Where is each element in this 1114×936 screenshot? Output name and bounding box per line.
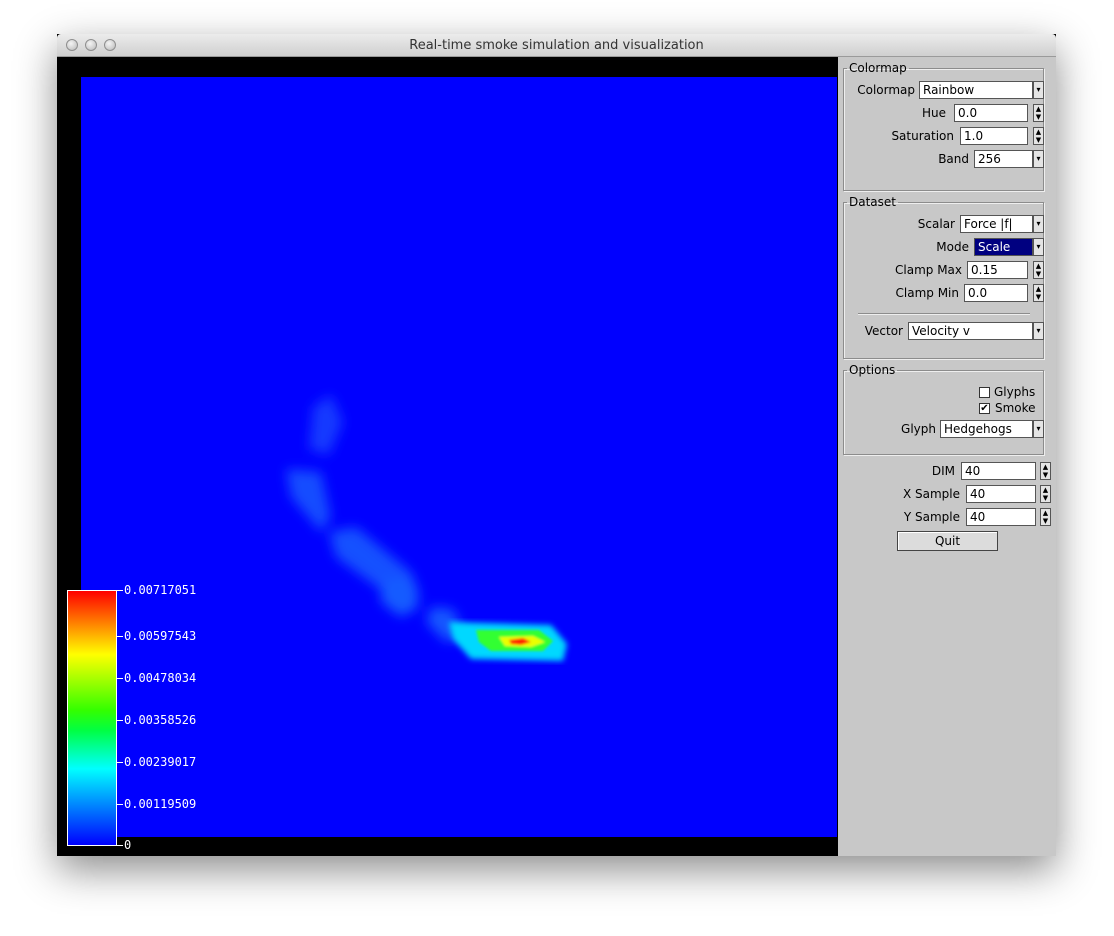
legend-label-max: 0.00717051 [124, 583, 197, 597]
legend-label: 0.00239017 [124, 755, 197, 769]
title-bar: Real-time smoke simulation and visualiza… [57, 34, 1056, 57]
band-label: Band [938, 152, 969, 166]
colormap-group-title: Colormap [849, 61, 907, 75]
dim-input[interactable]: 40 [961, 462, 1036, 480]
vector-label: Vector [864, 324, 903, 338]
legend-label: 0.00478034 [124, 671, 197, 685]
glyph-select[interactable]: Hedgehogs [940, 420, 1033, 438]
options-group: Options Glyphs ✔ Smoke Glyph Hedgehogs ▾ [843, 363, 1044, 455]
scalar-dropdown-arrow[interactable]: ▾ [1033, 215, 1044, 233]
y-sample-label: Y Sample [903, 510, 960, 524]
legend-tick [117, 804, 123, 805]
saturation-spinner[interactable]: ▲ ▼ [1033, 127, 1044, 145]
options-group-title: Options [849, 363, 896, 377]
legend-tick [117, 845, 123, 846]
clamp-min-input[interactable]: 0.0 [964, 284, 1028, 302]
clamp-max-input[interactable]: 0.15 [967, 261, 1028, 279]
clamp-max-spinner[interactable]: ▲ ▼ [1033, 261, 1044, 279]
quit-button[interactable]: Quit [897, 531, 998, 551]
hue-label: Hue [921, 106, 946, 120]
legend-tick [117, 762, 123, 763]
close-window-button[interactable] [66, 39, 78, 51]
glyph-label: Glyph [901, 422, 936, 436]
smoke-plume [286, 395, 567, 661]
smoke-trail-faint [309, 395, 343, 455]
x-sample-spinner[interactable]: ▲ ▼ [1040, 485, 1051, 503]
clamp-min-spinner[interactable]: ▲ ▼ [1033, 284, 1044, 302]
smoke-trail-upper [286, 469, 331, 532]
clamp-min-label: Clamp Min [895, 286, 959, 300]
smoke-field[interactable] [81, 77, 837, 837]
legend-label-min: 0 [124, 838, 132, 852]
saturation-input[interactable]: 1.0 [960, 127, 1028, 145]
dim-spinner[interactable]: ▲ ▼ [1040, 462, 1051, 480]
mode-label: Mode [936, 240, 969, 254]
control-panel: Colormap Colormap Rainbow ▾ Hue 0.0 ▲ ▼ S… [838, 57, 1056, 856]
app-window: Real-time smoke simulation and visualiza… [57, 34, 1056, 856]
mode-select[interactable]: Scale [974, 238, 1033, 256]
y-sample-input[interactable]: 40 [966, 508, 1036, 526]
smoke-blob-core [509, 638, 531, 645]
glyphs-checkbox[interactable] [979, 387, 990, 398]
colormap-dropdown-arrow[interactable]: ▾ [1033, 81, 1044, 99]
legend-tick [117, 590, 123, 591]
scalar-label: Scalar [917, 217, 955, 231]
window-title: Real-time smoke simulation and visualiza… [409, 38, 704, 53]
colormap-label: Colormap [857, 83, 915, 97]
zoom-window-button[interactable] [104, 39, 116, 51]
colorbar-legend [67, 590, 117, 846]
legend-tick [117, 678, 123, 679]
clamp-max-label: Clamp Max [895, 263, 962, 277]
legend-label: 0.00119509 [124, 797, 197, 811]
dim-label: DIM [931, 464, 955, 478]
legend-label: 0.00358526 [124, 713, 197, 727]
hue-spinner[interactable]: ▲ ▼ [1033, 104, 1044, 122]
legend-tick [117, 636, 123, 637]
vector-select[interactable]: Velocity v [908, 322, 1033, 340]
minimize-window-button[interactable] [85, 39, 97, 51]
x-sample-label: X Sample [902, 487, 960, 501]
visualization-canvas[interactable]: 0.00717051 0.00597543 0.00478034 0.00358… [57, 57, 837, 856]
smoke-checkbox[interactable]: ✔ [979, 403, 990, 414]
legend-tick [117, 720, 123, 721]
dataset-group: Dataset Scalar Force |f| ▾ Mode Scale ▾ … [843, 195, 1044, 359]
dataset-separator [858, 313, 1030, 315]
legend-label: 0.00597543 [124, 629, 197, 643]
smoke-trail-knot [381, 577, 419, 617]
dataset-group-title: Dataset [849, 195, 896, 209]
mode-dropdown-arrow[interactable]: ▾ [1033, 238, 1044, 256]
colormap-select[interactable]: Rainbow [919, 81, 1033, 99]
glyph-dropdown-arrow[interactable]: ▾ [1033, 420, 1044, 438]
band-dropdown-arrow[interactable]: ▾ [1033, 150, 1044, 168]
saturation-label: Saturation [891, 129, 954, 143]
glyphs-label: Glyphs [994, 385, 1036, 399]
hue-input[interactable]: 0.0 [954, 104, 1028, 122]
colormap-group: Colormap Colormap Rainbow ▾ Hue 0.0 ▲ ▼ S… [843, 61, 1044, 191]
y-sample-spinner[interactable]: ▲ ▼ [1040, 508, 1051, 526]
scalar-select[interactable]: Force |f| [960, 215, 1033, 233]
band-select[interactable]: 256 [974, 150, 1033, 168]
x-sample-input[interactable]: 40 [966, 485, 1036, 503]
vector-dropdown-arrow[interactable]: ▾ [1033, 322, 1044, 340]
smoke-label: Smoke [995, 401, 1036, 415]
